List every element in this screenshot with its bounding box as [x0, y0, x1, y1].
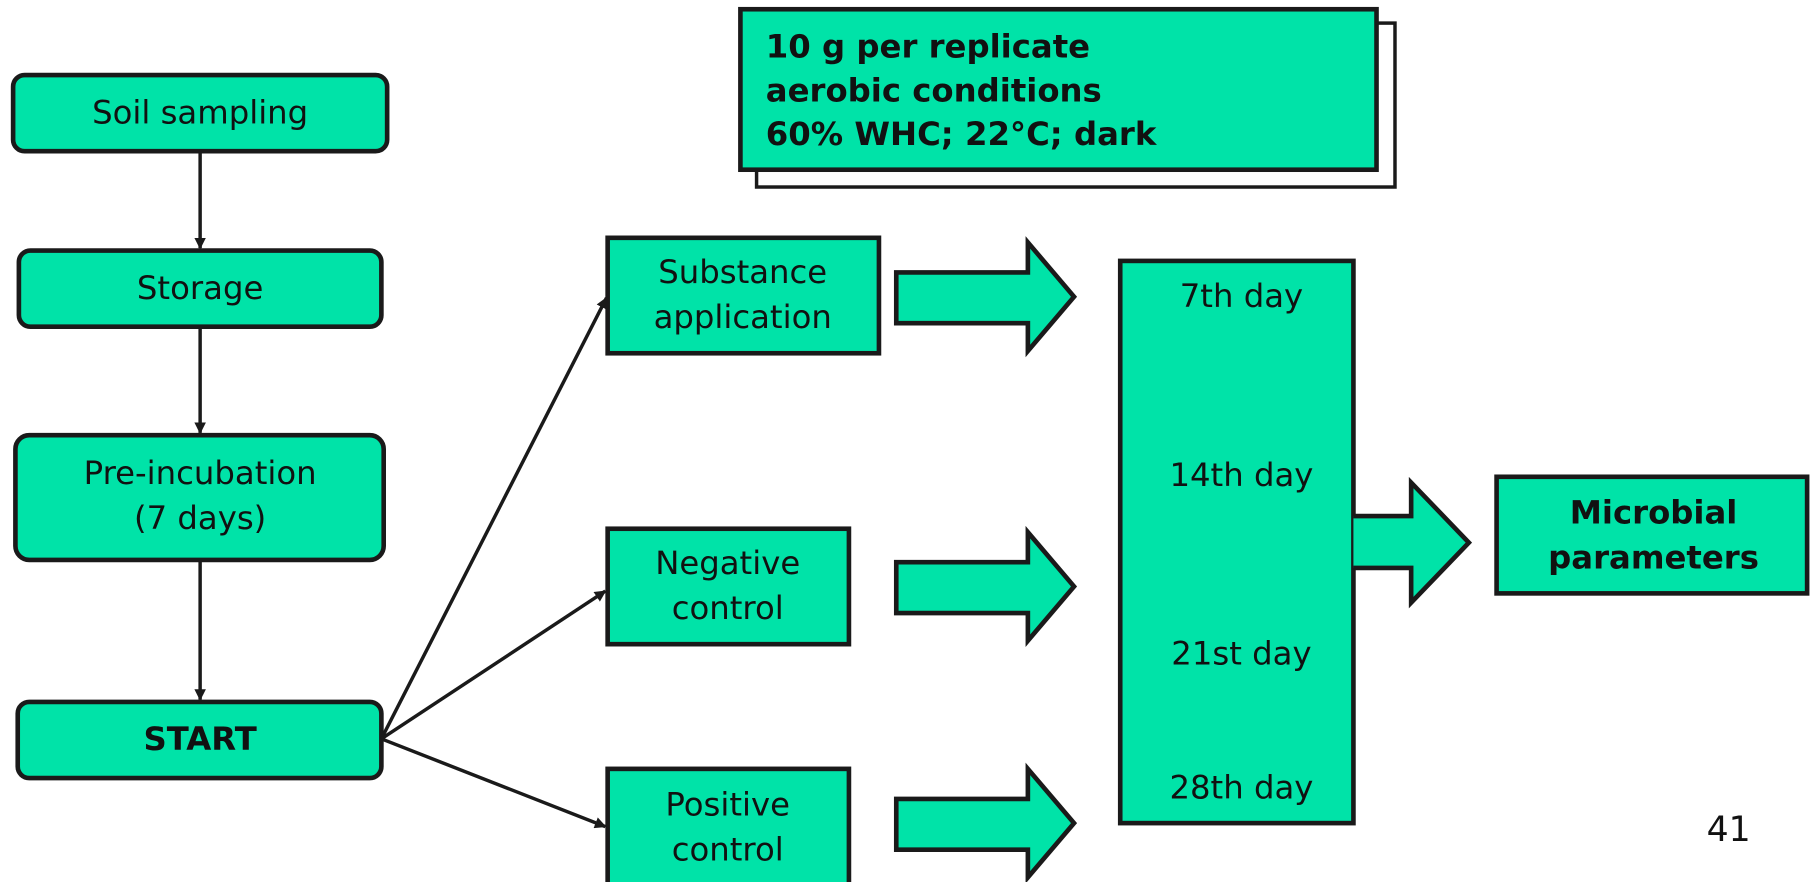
step-label: Pre-incubation: [84, 454, 317, 492]
block-arrow: [1353, 476, 1473, 609]
page-number: 41: [1707, 810, 1751, 850]
result-label: Microbial: [1570, 493, 1738, 531]
step-label: Storage: [137, 269, 263, 307]
days-box: [1117, 258, 1356, 826]
treatment-label: control: [672, 830, 784, 868]
result-box: [1494, 474, 1810, 596]
treatment-box: [605, 526, 852, 647]
treatment-label: Negative: [655, 544, 800, 582]
result-label: parameters: [1548, 538, 1759, 576]
treatment-label: Substance: [658, 253, 827, 291]
treatment-label: Positive: [665, 785, 790, 823]
day-label: 7th day: [1180, 277, 1303, 315]
step-label: Soil sampling: [92, 93, 308, 131]
day-label: 14th day: [1169, 456, 1313, 494]
arrow: [380, 589, 607, 741]
day-label: 28th day: [1169, 769, 1313, 807]
note-text: aerobic conditions: [766, 71, 1102, 109]
treatment-label: control: [672, 589, 784, 627]
block-arrow: [893, 236, 1078, 358]
arrow: [380, 737, 607, 829]
step-label: START: [143, 720, 256, 758]
note-text: 60% WHC; 22°C; dark: [766, 115, 1158, 153]
block-arrow: [893, 525, 1078, 647]
arrow: [379, 296, 609, 740]
note-text: 10 g per replicate: [766, 27, 1090, 65]
day-label: 21st day: [1171, 635, 1311, 673]
treatment-box: [605, 235, 882, 356]
treatment-label: application: [654, 298, 832, 336]
block-arrow: [893, 762, 1078, 882]
note-box: [738, 6, 1379, 173]
step-label: (7 days): [134, 499, 266, 537]
treatment-box: [605, 766, 852, 882]
